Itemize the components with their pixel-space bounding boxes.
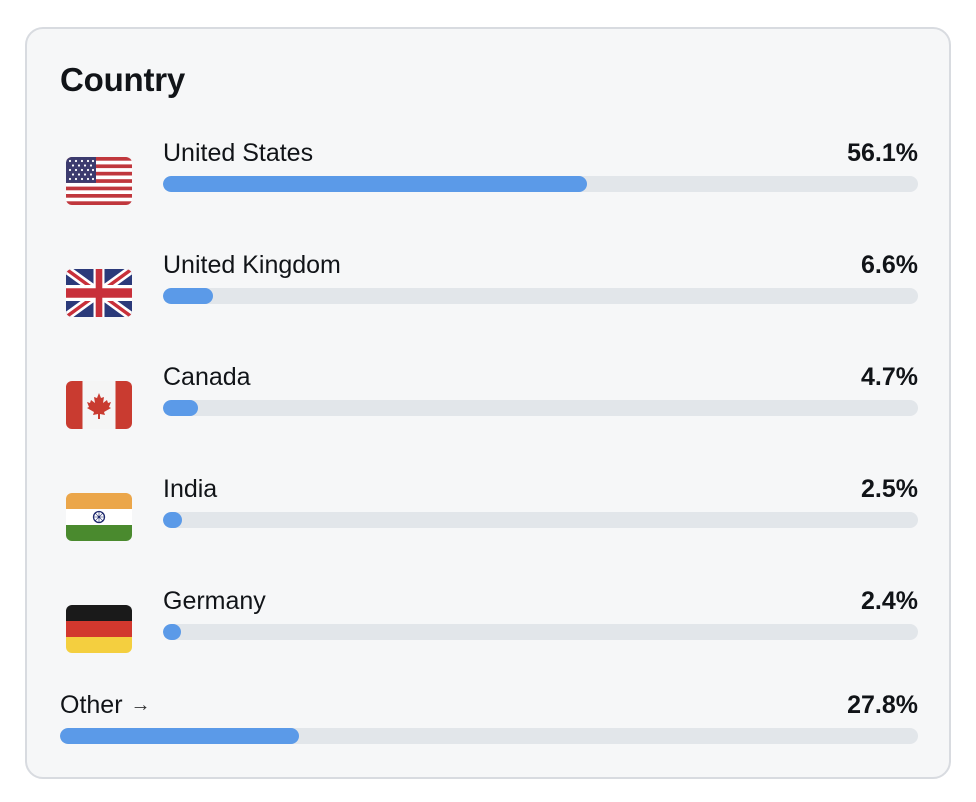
country-row-germany[interactable]: Germany 2.4%: [27, 581, 949, 661]
progress-fill: [163, 176, 587, 192]
country-name: United States: [163, 139, 314, 167]
canada-flag-icon: [66, 381, 132, 429]
country-percent: 2.5%: [861, 475, 918, 503]
arrow-right-icon: →: [130, 694, 151, 716]
country-name: United Kingdom: [163, 251, 341, 279]
country-percent: 2.4%: [861, 587, 918, 615]
country-name: Canada: [163, 363, 251, 391]
germany-flag-icon: [66, 605, 132, 653]
progress-fill: [60, 728, 299, 744]
progress-fill: [163, 288, 213, 304]
country-percent: 4.7%: [861, 363, 918, 391]
progress-track: [163, 624, 918, 640]
progress-track: [163, 176, 918, 192]
uk-flag-icon: [66, 269, 132, 317]
progress-track: [163, 512, 918, 528]
other-label: Other: [60, 691, 123, 719]
country-row-canada[interactable]: Canada 4.7%: [27, 357, 949, 437]
country-percent: 56.1%: [847, 139, 918, 167]
country-row-united-states[interactable]: United States 56.1%: [27, 133, 949, 213]
progress-track: [163, 288, 918, 304]
progress-track: [163, 400, 918, 416]
card-title: Country: [60, 61, 186, 98]
country-percent: 6.6%: [861, 251, 918, 279]
country-row-united-kingdom[interactable]: United Kingdom 6.6%: [27, 245, 949, 325]
other-link[interactable]: Other →: [60, 685, 151, 725]
progress-fill: [163, 400, 199, 416]
country-card: Country Uni: [25, 27, 951, 779]
other-row: Other → 27.8%: [27, 685, 949, 765]
country-name: India: [163, 475, 218, 503]
country-name: Germany: [163, 587, 266, 615]
country-row-india[interactable]: India 2.5%: [27, 469, 949, 549]
india-flag-icon: [66, 493, 132, 541]
other-percent: 27.8%: [847, 691, 918, 719]
progress-fill: [163, 512, 182, 528]
progress-fill: [163, 624, 182, 640]
progress-track: [60, 728, 918, 744]
us-flag-icon: [66, 157, 132, 205]
